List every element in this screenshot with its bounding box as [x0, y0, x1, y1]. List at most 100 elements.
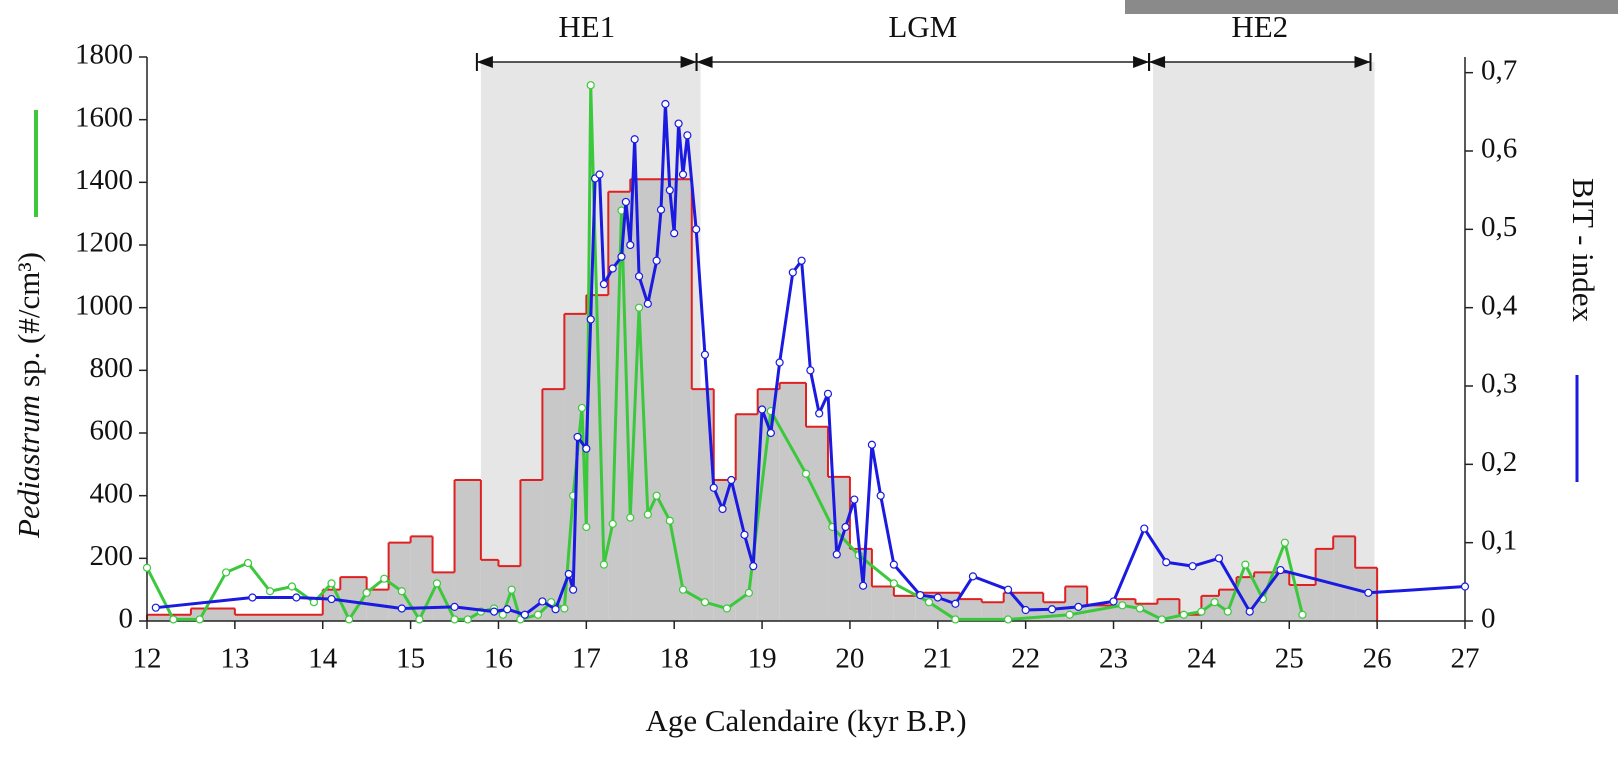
histogram-bar: [454, 480, 481, 621]
y-tick-label: 1400: [75, 164, 133, 196]
series-point: [1298, 610, 1307, 619]
series-point: [661, 99, 670, 109]
x-tick-label: 14: [308, 643, 338, 675]
series-point: [766, 428, 775, 438]
series-point: [520, 610, 529, 619]
series-point: [749, 562, 758, 571]
series-point: [1188, 562, 1197, 571]
y2-tick-label: 0,2: [1481, 446, 1517, 478]
x-tick-label: 21: [923, 643, 952, 675]
series-point: [1074, 602, 1083, 612]
series-point: [582, 522, 591, 532]
series-point: [1241, 560, 1250, 569]
histogram-bar: [410, 536, 433, 621]
series-point: [757, 405, 767, 414]
series-point: [797, 256, 806, 265]
series-point: [586, 315, 595, 324]
series-point: [683, 131, 692, 140]
x-tick-label: 16: [484, 643, 513, 675]
series-point: [740, 530, 749, 539]
series-point: [665, 186, 674, 195]
series-point: [463, 615, 472, 624]
histogram-bar: [1179, 614, 1202, 621]
series-point: [1135, 604, 1144, 613]
series-point: [678, 170, 688, 179]
series-point: [916, 591, 925, 600]
series-point: [292, 593, 301, 602]
series-point: [678, 585, 688, 594]
series-point: [1065, 610, 1074, 619]
series-point: [1276, 565, 1285, 575]
series-point: [195, 615, 204, 624]
series-point: [1210, 598, 1219, 607]
y-tick-label: 0: [119, 603, 134, 635]
series-point: [643, 299, 652, 308]
y2-tick-label: 0: [1481, 603, 1496, 635]
series-point: [718, 504, 727, 514]
series-point: [1140, 524, 1149, 533]
y-tick-label: 800: [90, 352, 134, 384]
series-point: [599, 280, 609, 289]
series-point: [1003, 615, 1013, 624]
series-point: [327, 579, 336, 588]
series-point: [801, 469, 811, 478]
series-point: [450, 602, 459, 612]
series-point: [933, 593, 942, 602]
series-point: [397, 604, 406, 613]
histogram-bar: [757, 389, 780, 621]
series-point: [397, 587, 406, 596]
histogram-bar: [1333, 536, 1356, 621]
series-point: [788, 268, 797, 277]
x-tick-label: 19: [748, 643, 777, 675]
series-point: [700, 350, 710, 359]
x-tick-label: 22: [1011, 643, 1040, 675]
y-tick-label: 1600: [75, 101, 133, 133]
y2-tick-label: 0,3: [1481, 368, 1517, 400]
series-point: [221, 568, 231, 577]
series-point: [573, 432, 582, 442]
series-point: [951, 615, 960, 624]
series-point: [674, 119, 683, 128]
histogram-bar: [520, 480, 543, 621]
series-point: [1179, 610, 1188, 619]
histogram-bar: [630, 179, 692, 621]
series-point: [652, 491, 661, 500]
series-point: [1214, 554, 1224, 563]
series-point: [599, 560, 609, 569]
x-tick-label: 23: [1099, 643, 1128, 675]
series-point: [362, 588, 371, 597]
series-point: [889, 579, 898, 588]
x-tick-label: 17: [572, 643, 601, 675]
series-point: [1109, 597, 1118, 606]
y-tick-label: 200: [90, 540, 134, 572]
series-point: [656, 205, 666, 214]
series-point: [560, 604, 569, 613]
series-point: [670, 229, 679, 238]
series-point: [1157, 615, 1166, 624]
series-point: [582, 444, 591, 453]
x-tick-label: 26: [1363, 643, 1392, 675]
y-tick-label: 1000: [75, 289, 133, 321]
series-point: [850, 495, 859, 504]
series-point: [551, 605, 560, 614]
series-point: [727, 475, 736, 485]
series-point: [595, 170, 604, 179]
y-tick-label: 400: [90, 477, 134, 509]
histogram-bar: [806, 426, 828, 621]
series-point: [823, 389, 833, 398]
period-label: HE1: [558, 9, 615, 44]
series-point: [634, 272, 644, 281]
series-point: [287, 582, 297, 591]
series-point: [621, 197, 630, 207]
series-point: [806, 366, 815, 375]
period-label: HE2: [1231, 9, 1288, 44]
y2-axis-label: BIT - index: [1566, 178, 1601, 323]
x-tick-label: 13: [220, 643, 249, 675]
series-point: [450, 615, 459, 624]
histogram-bar: [779, 382, 806, 621]
series-point: [617, 252, 626, 261]
series-point: [1223, 607, 1232, 616]
series-point: [775, 358, 784, 367]
series-point: [248, 593, 257, 602]
series-point: [608, 264, 617, 273]
